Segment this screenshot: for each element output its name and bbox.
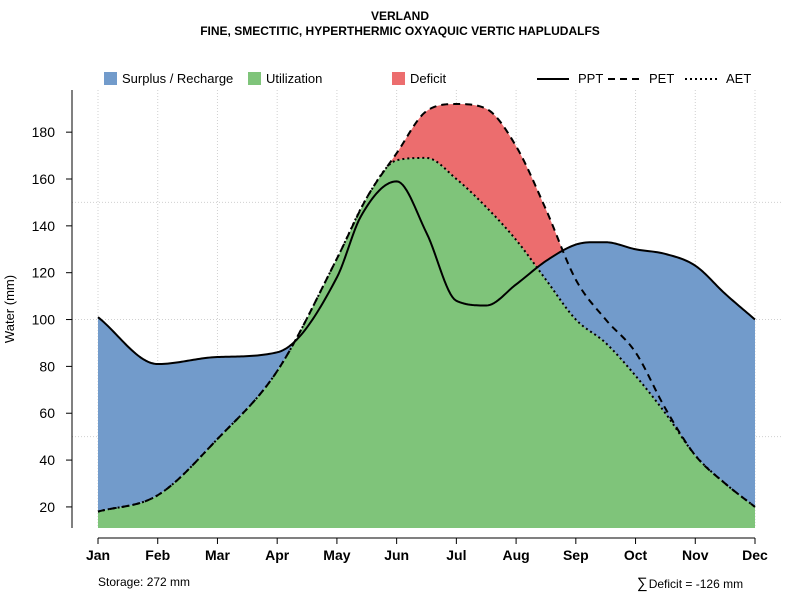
y-tick-label: 40 — [39, 452, 55, 468]
storage-note: Storage: 272 mm — [98, 575, 191, 589]
deficit-note: ∑ Deficit = -126 mm — [637, 575, 743, 592]
legend-ppt-line — [537, 78, 569, 80]
x-tick-label: Apr — [265, 547, 290, 563]
x-tick-label: May — [323, 547, 350, 563]
legend-deficit: Deficit — [392, 71, 446, 86]
y-axis-label: Water (mm) — [2, 275, 17, 343]
y-tick-label: 180 — [32, 124, 56, 140]
pet-line — [97, 103, 756, 513]
surplus-area — [98, 157, 755, 512]
x-tick-label: Feb — [145, 547, 170, 563]
aet-line — [97, 156, 756, 513]
legend-utilization: Utilization — [248, 71, 322, 86]
legend-deficit-label: Deficit — [410, 71, 447, 86]
utilization-area — [98, 157, 755, 528]
legend-aet: AET — [684, 71, 751, 86]
y-tick-label: 160 — [32, 171, 56, 187]
series-lines — [97, 103, 756, 513]
legend-pet: PET — [607, 71, 674, 86]
y-tick-label: 100 — [32, 312, 56, 328]
y-tick-label: 60 — [39, 405, 55, 421]
y-tick-label: 80 — [39, 358, 55, 374]
x-tick-label: Jul — [446, 547, 466, 563]
x-tick-label: Jan — [86, 547, 110, 563]
chart-title: VERLAND — [370, 9, 429, 23]
chart-subtitle: FINE, SMECTITIC, HYPERTHERMIC OXYAQUIC V… — [200, 24, 600, 38]
legend-surplus: Surplus / Recharge — [104, 71, 233, 86]
legend-ppt: PPT — [536, 71, 603, 86]
ppt-line — [97, 180, 756, 366]
x-tick-label: Sep — [563, 547, 589, 563]
x-tick-label: Dec — [742, 547, 768, 563]
legend-pet-line — [608, 78, 640, 80]
y-tick-label: 140 — [32, 218, 56, 234]
legend-ppt-label: PPT — [578, 71, 604, 86]
legend-pet-label: PET — [649, 71, 675, 86]
legend-deficit-swatch — [392, 72, 405, 85]
legend-aet-line — [685, 78, 717, 80]
legend-utilization-label: Utilization — [266, 71, 323, 86]
x-tick-label: Mar — [205, 547, 230, 563]
y-tick-label: 120 — [32, 265, 56, 281]
y-tick-label: 20 — [39, 499, 55, 515]
area-fills — [98, 104, 755, 528]
legend-aet-label: AET — [726, 71, 752, 86]
x-tick-label: Oct — [624, 547, 648, 563]
x-tick-label: Jun — [384, 547, 409, 563]
x-tick-label: Aug — [502, 547, 529, 563]
sum-symbol: ∑ — [637, 575, 648, 592]
deficit-total: Deficit = -126 mm — [648, 576, 744, 591]
axes: 20 40 60 80 100 120 140 160 180 Jan Feb Mar Apr May Ju… — [32, 90, 768, 563]
legend-utilization-swatch — [248, 72, 261, 85]
legend-surplus-label: Surplus / Recharge — [122, 71, 234, 86]
x-tick-label: Nov — [682, 547, 709, 563]
legend-surplus-swatch — [104, 72, 117, 85]
